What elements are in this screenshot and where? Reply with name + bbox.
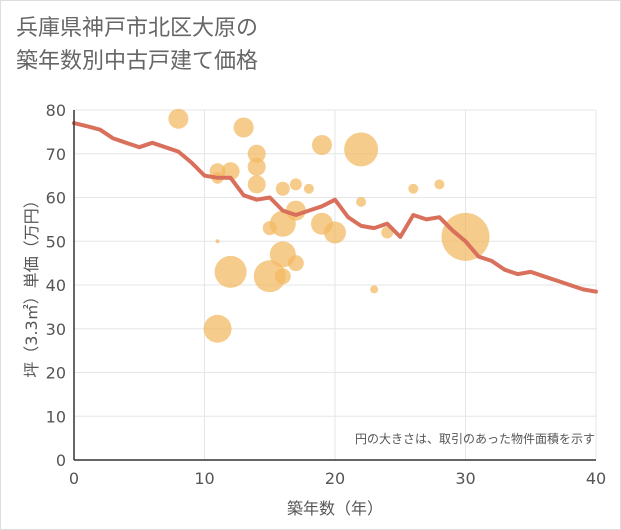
y-tick-label-60: 60 bbox=[46, 189, 66, 208]
bubble-point-30 bbox=[441, 212, 490, 261]
bubble-point-19 bbox=[289, 178, 302, 191]
y-tick-label-20: 20 bbox=[46, 364, 66, 383]
x-tick-label-40: 40 bbox=[586, 469, 606, 488]
bubble-point-9 bbox=[247, 157, 266, 176]
bubble-point-1 bbox=[203, 314, 232, 343]
chart-title: 兵庫県神戸市北区大原の 築年数別中古戸建て価格 bbox=[16, 12, 258, 78]
bubble-point-5 bbox=[214, 255, 247, 288]
bubble-point-28 bbox=[408, 183, 419, 194]
bubble-point-25 bbox=[356, 196, 367, 207]
y-tick-label-10: 10 bbox=[46, 407, 66, 426]
y-tick-label-50: 50 bbox=[46, 232, 66, 251]
x-axis-label: 築年数（年） bbox=[287, 499, 383, 518]
chart-title-line-2: 築年数別中古戸建て価格 bbox=[16, 49, 259, 74]
bubble-point-7 bbox=[233, 117, 254, 138]
bubble-point-18 bbox=[287, 255, 304, 272]
bubble-point-17 bbox=[285, 200, 306, 221]
grid-lines bbox=[74, 109, 597, 460]
y-axis-label: 坪（3.3㎡）単価（万円） bbox=[22, 192, 41, 377]
y-tick-label-40: 40 bbox=[46, 276, 66, 295]
bubble-point-24 bbox=[344, 132, 379, 167]
bubble-point-6 bbox=[221, 162, 240, 181]
bubble-point-20 bbox=[303, 183, 314, 194]
bubble-point-15 bbox=[275, 181, 290, 196]
axes: 0 10 20 30 40 50 60 70 80 0 10 20 30 40 bbox=[46, 101, 607, 488]
y-tick-label-70: 70 bbox=[46, 145, 66, 164]
bubble-layer bbox=[168, 108, 490, 343]
bubble-point-29 bbox=[434, 179, 445, 190]
bubble-point-8 bbox=[247, 144, 266, 163]
bubble-point-10 bbox=[247, 175, 266, 194]
x-tick-label-30: 30 bbox=[455, 469, 475, 488]
bubble-point-26 bbox=[370, 285, 379, 294]
line-layer bbox=[72, 121, 598, 294]
bubble-point-16 bbox=[274, 268, 291, 285]
chart-title-line-1: 兵庫県神戸市北区大原の bbox=[16, 16, 259, 41]
y-tick-label-80: 80 bbox=[46, 101, 66, 120]
x-tick-label-20: 20 bbox=[325, 469, 345, 488]
bubble-point-11 bbox=[253, 260, 286, 293]
bubble-point-4 bbox=[215, 239, 220, 244]
x-tick-label-0: 0 bbox=[69, 469, 79, 488]
bubble-point-0 bbox=[168, 108, 189, 129]
bubble-size-note: 円の大きさは、取引のあった物件面積を示す bbox=[355, 431, 595, 446]
x-tick-label-10: 10 bbox=[194, 469, 214, 488]
y-tick-label-0: 0 bbox=[56, 451, 66, 470]
average-price-line bbox=[72, 121, 598, 294]
bubble-point-21 bbox=[311, 135, 332, 155]
bubble-point-23 bbox=[324, 221, 346, 244]
y-tick-label-30: 30 bbox=[46, 320, 66, 339]
